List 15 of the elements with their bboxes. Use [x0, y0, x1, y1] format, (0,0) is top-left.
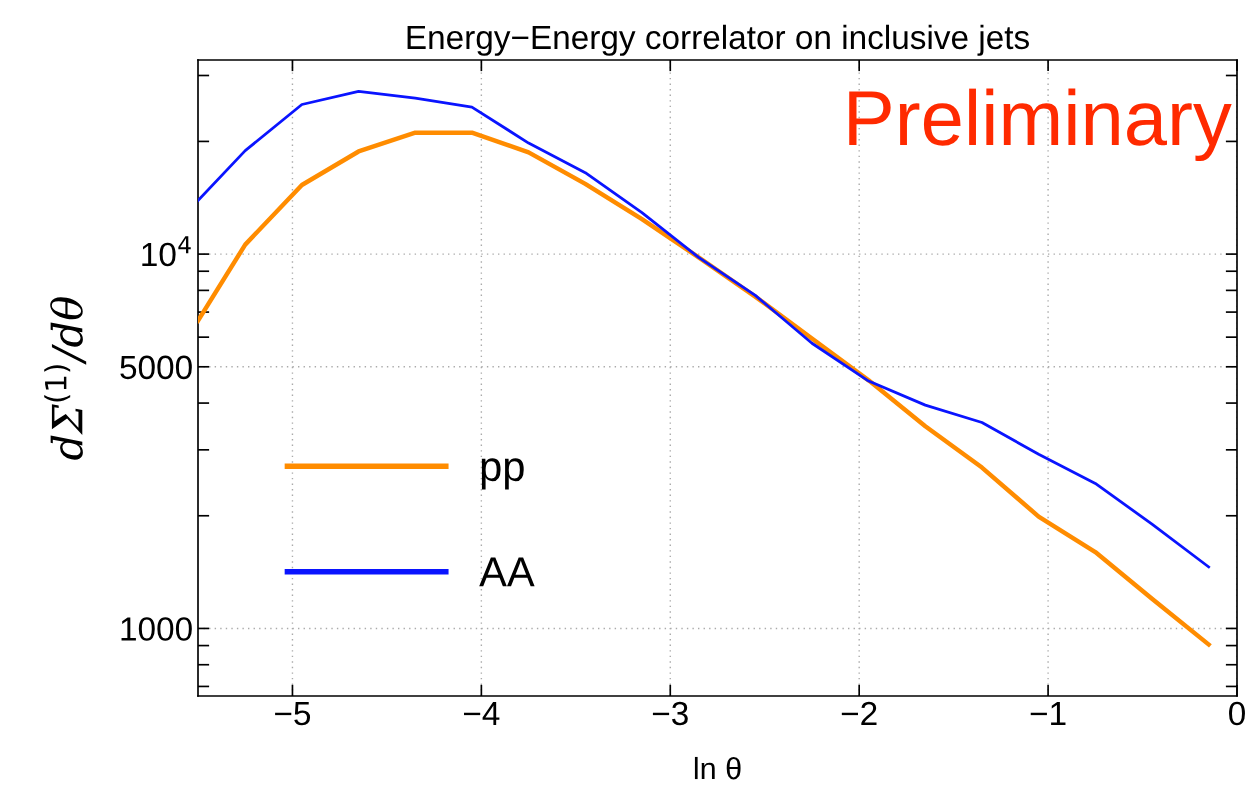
y-tick-label: 5000: [120, 355, 192, 380]
legend-label: AA: [479, 557, 535, 587]
y-axis-title: dΣ$^{(1)}$/dθ: [44, 297, 87, 460]
legend-label: pp: [481, 458, 524, 490]
x-tick-label: −2: [841, 701, 877, 726]
chart-title: Energy−Energy correlator on inclusive jets: [407, 24, 1029, 56]
y-tick-label: 1000: [121, 617, 192, 641]
x-tick-label: 0: [1229, 701, 1245, 726]
x-tick-label: −3: [652, 701, 688, 726]
x-tick-label: −4: [464, 702, 500, 726]
x-tick-label: −1: [1030, 702, 1066, 726]
x-tick-label: −5: [275, 702, 311, 726]
x-axis-title: ln θ: [694, 756, 741, 780]
annotation: Preliminary: [849, 88, 1232, 162]
y-tick-label: 10$^{4}$: [142, 236, 191, 267]
